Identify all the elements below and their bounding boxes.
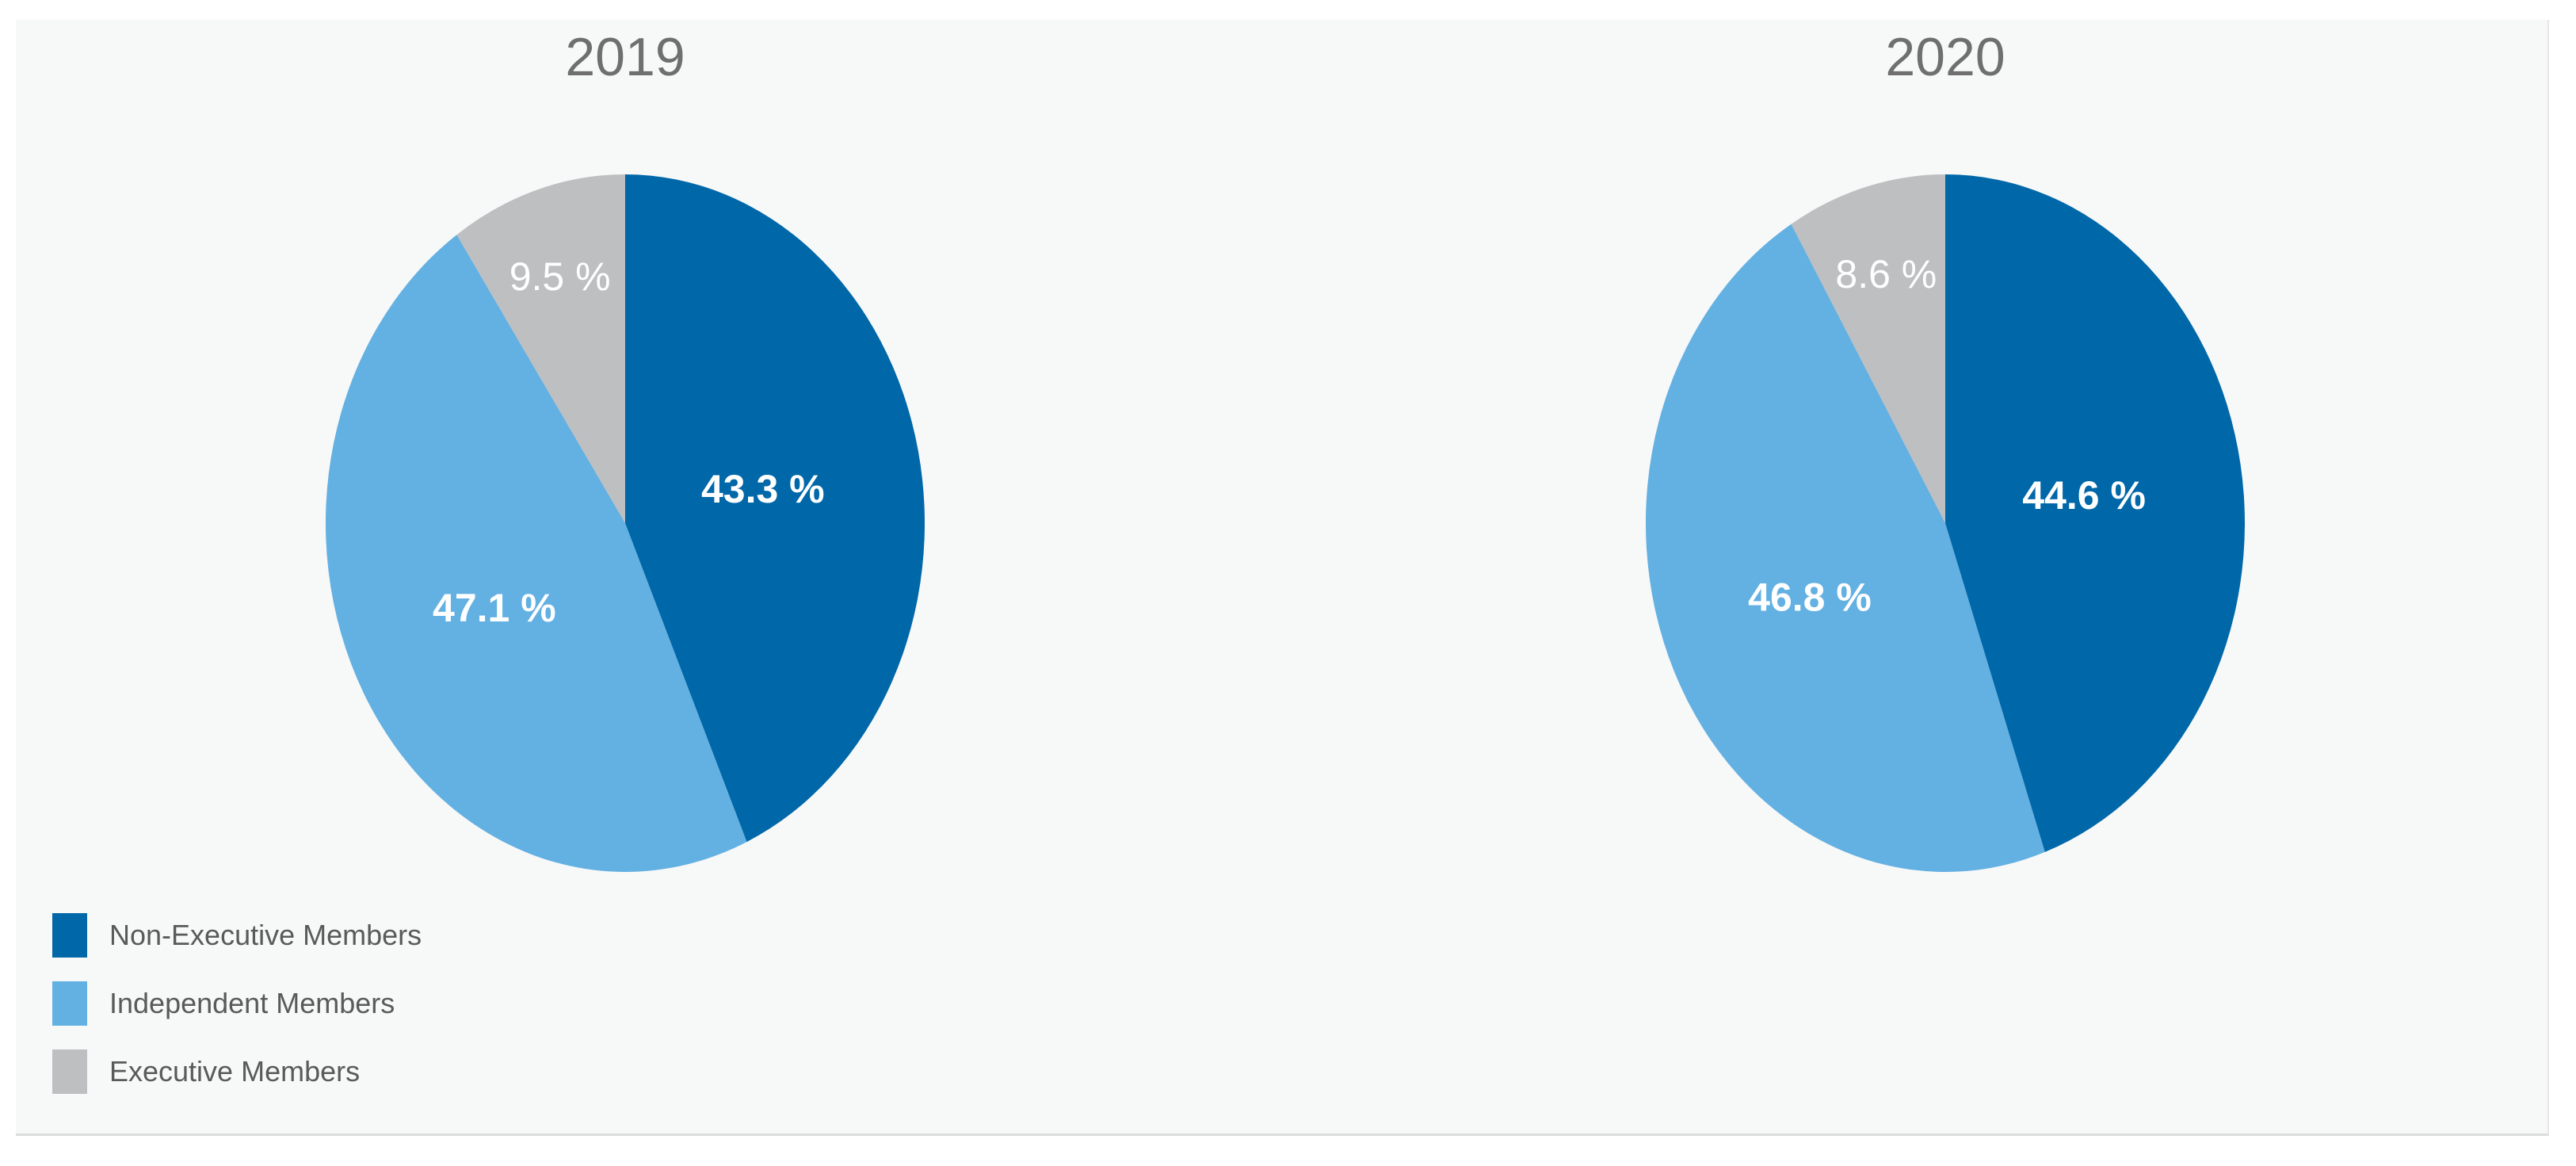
slice-label-2020-independent: 46.8 % [1748,575,1872,620]
slice-label-2020-executive: 8.6 % [1835,252,1937,296]
legend-item-independent: Independent Members [52,980,422,1027]
legend-swatch-non-executive [52,913,87,958]
pie-slice-2020-independent [1645,224,2045,873]
pie-slice-2020-non-executive [1945,174,2245,852]
pie-chart-2020: 2020 44.6 % 46.8 % 8.6 % [1645,27,2245,873]
pie-slice-2020-executive [1791,174,1945,523]
chart-title-2020: 2020 [1885,27,2005,87]
pie-chart-2019: 2019 43.3 % 47.1 % 9.5 % [325,27,925,873]
legend-swatch-independent [52,981,87,1026]
slice-label-2019-executive: 9.5 % [509,254,611,299]
slice-label-2020-non-executive: 44.6 % [2022,473,2146,518]
legend-label-executive: Executive Members [109,1055,361,1088]
legend-label-independent: Independent Members [109,987,395,1019]
legend-item-non-executive: Non-Executive Members [52,912,422,959]
slice-label-2019-non-executive: 43.3 % [701,467,825,511]
pie-slice-2019-non-executive [625,174,925,843]
legend-item-executive: Executive Members [52,1048,422,1095]
legend-label-non-executive: Non-Executive Members [109,919,422,951]
pie-slice-2019-executive [456,174,625,523]
slice-label-2019-independent: 47.1 % [433,586,556,630]
legend: Non-Executive Members Independent Member… [52,912,422,1116]
pie-slice-2019-independent [325,235,747,873]
chart-title-2019: 2019 [565,27,685,87]
legend-swatch-executive [52,1049,87,1094]
